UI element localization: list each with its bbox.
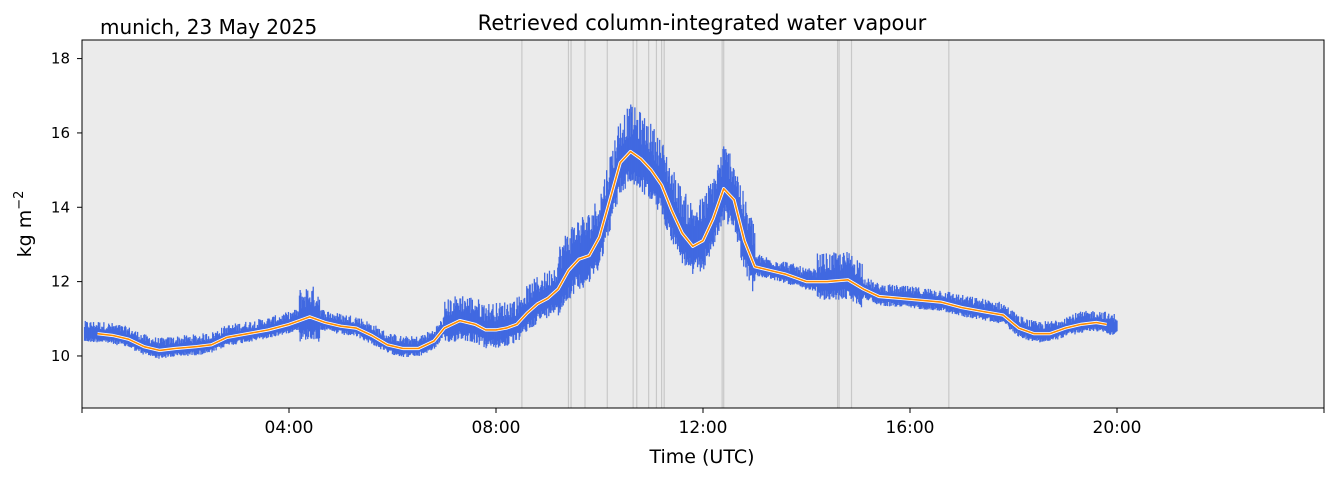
y-tick-label: 10 [51,347,70,365]
y-axis: 10 12 14 16 18 [51,50,82,365]
x-axis-label: Time (UTC) [648,446,754,468]
x-tick-label: 16:00 [886,418,935,438]
x-tick-label: 08:00 [472,418,521,438]
y-tick-label: 16 [51,124,70,142]
y-tick-label: 18 [51,50,70,68]
y-tick-label: 12 [51,273,70,291]
smoothed-line [97,150,1107,352]
x-tick-label: 04:00 [265,418,314,438]
y-axis-label: kg m−2 [12,191,36,258]
raw-retrieval-points [83,104,1118,359]
chart-title: Retrieved column-integrated water vapour [478,11,927,35]
x-tick-label: 20:00 [1093,418,1142,438]
x-axis: 04:00 08:00 12:00 16:00 20:00 [81,408,1325,438]
y-tick-label: 14 [51,198,70,216]
site-date-label: munich, 23 May 2025 [100,15,317,39]
quality-flag-lines [521,40,950,408]
x-tick-label: 12:00 [679,418,728,438]
smoothed-series [97,149,1107,352]
